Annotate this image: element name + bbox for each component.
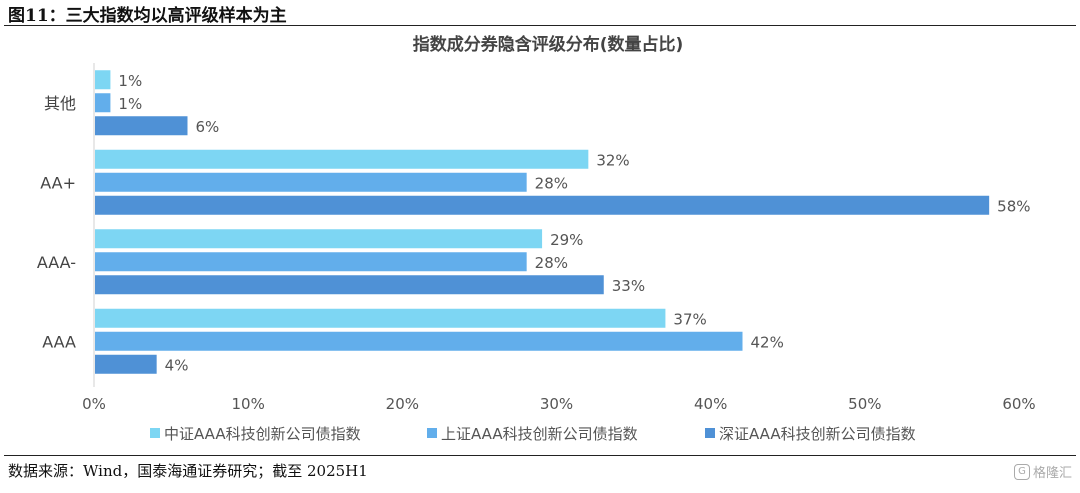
data-label: 1% — [118, 95, 142, 113]
legend-label: 上证AAA科技创新公司债指数 — [441, 425, 638, 443]
data-label: 28% — [535, 174, 568, 192]
x-tick-label: 20% — [386, 395, 419, 413]
source-note: 数据来源：Wind，国泰海通证券研究；截至 2025H1 — [8, 462, 368, 480]
watermark: G 格隆汇 — [1013, 462, 1072, 481]
data-label: 58% — [997, 197, 1030, 215]
category-label: AAA — [42, 332, 76, 351]
data-label: 29% — [550, 231, 583, 249]
category-label: AAA- — [37, 253, 76, 272]
watermark-logo-icon: G — [1013, 463, 1030, 480]
data-label: 33% — [612, 277, 645, 295]
bar — [95, 252, 527, 272]
legend-swatch — [150, 428, 160, 438]
plot-area: 其他 1% 1% 6% AA+ 32% 28% 58% AAA- 29% 28% 33% AAA 37% 4… — [37, 63, 1036, 413]
chart-title: 指数成分券隐含评级分布(数量占比) — [413, 34, 684, 55]
data-label: 4% — [165, 356, 189, 374]
data-label: 37% — [673, 310, 706, 328]
bar — [95, 116, 188, 136]
bar — [95, 331, 743, 351]
x-tick-label: 30% — [540, 395, 573, 413]
bottom-rule — [4, 455, 1076, 456]
bar — [95, 93, 111, 113]
bar — [95, 275, 604, 295]
category-label: AA+ — [40, 173, 76, 192]
bar — [95, 70, 111, 90]
legend-swatch — [705, 428, 715, 438]
bar — [95, 195, 990, 215]
bar — [95, 354, 157, 374]
bar — [95, 308, 666, 328]
data-label: 42% — [751, 333, 784, 351]
data-label: 32% — [596, 151, 629, 169]
legend-label: 中证AAA科技创新公司债指数 — [164, 425, 361, 443]
bar — [95, 172, 527, 192]
bar — [95, 229, 543, 249]
x-tick-label: 10% — [231, 395, 264, 413]
top-rule — [4, 25, 1076, 26]
x-tick-label: 50% — [848, 395, 881, 413]
x-tick-label: 60% — [1002, 395, 1035, 413]
watermark-text: 格隆汇 — [1032, 466, 1072, 481]
x-tick-label: 0% — [82, 395, 106, 413]
data-label: 1% — [118, 72, 142, 90]
bar-chart: 指数成分券隐含评级分布(数量占比) 其他 1% 1% 6% AA+ 32% 28% 58% AA… — [37, 34, 1036, 443]
bar — [95, 149, 589, 169]
category-label: 其他 — [44, 94, 76, 113]
chart-legend: 中证AAA科技创新公司债指数 上证AAA科技创新公司债指数 深证AAA科技创新公司债… — [150, 425, 916, 443]
legend-label: 深证AAA科技创新公司债指数 — [719, 425, 916, 443]
figure-title: 图11：三大指数均以高评级样本为主 — [8, 6, 287, 26]
legend-swatch — [427, 428, 437, 438]
x-tick-label: 40% — [694, 395, 727, 413]
data-label: 28% — [535, 254, 568, 272]
data-label: 6% — [196, 118, 220, 136]
